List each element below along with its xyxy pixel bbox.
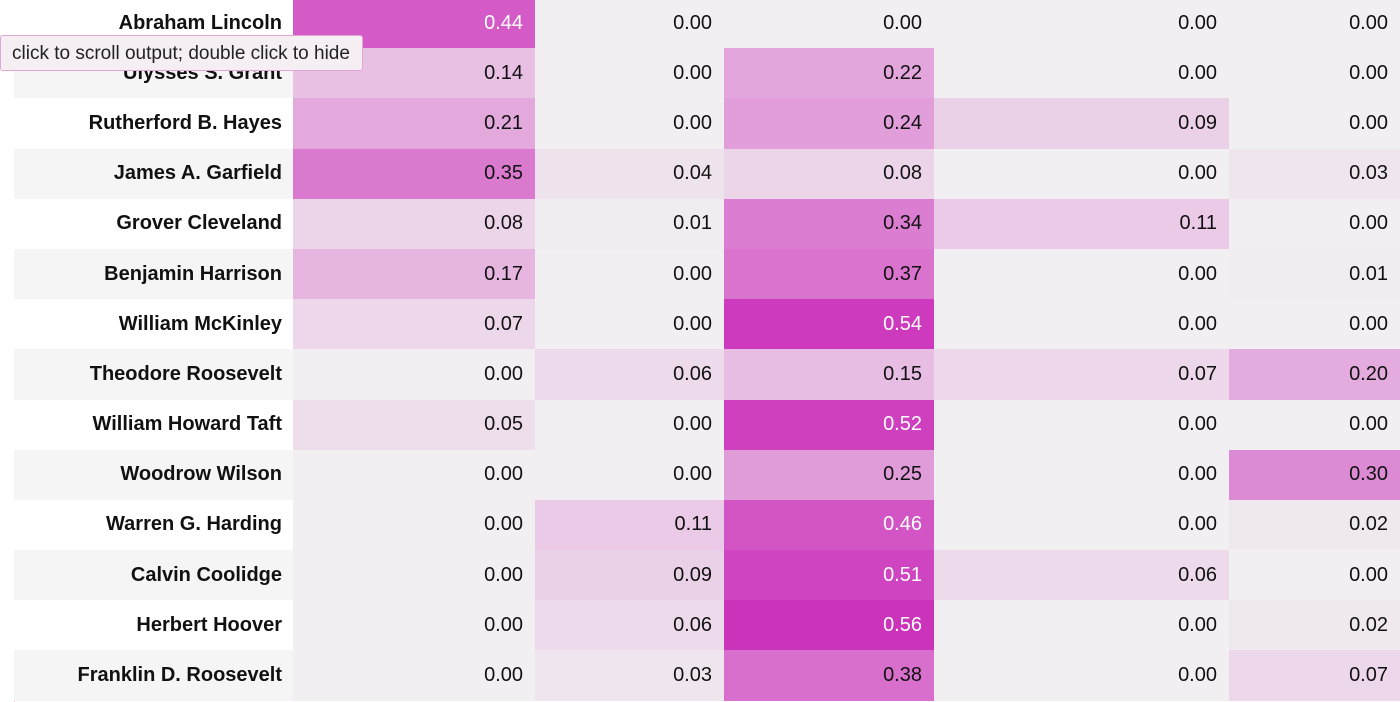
heatmap-cell: 0.09 xyxy=(934,98,1229,149)
heatmap-cell: 0.00 xyxy=(1229,299,1400,350)
heatmap-cell: 0.00 xyxy=(293,499,535,551)
heatmap-cell: 0.01 xyxy=(535,198,724,249)
heatmap-cell: 0.56 xyxy=(724,600,934,651)
dataframe-body: Abraham Lincoln 0.44 0.00 0.00 0.00 0.00 Ulyss… xyxy=(14,0,1400,701)
row-label: Herbert Hoover xyxy=(14,600,293,651)
heatmap-cell: 0.07 xyxy=(293,299,535,350)
row-label: Rutherford B. Hayes xyxy=(14,98,293,149)
heatmap-cell: 0.00 xyxy=(293,449,535,500)
heatmap-cell: 0.17 xyxy=(293,248,535,300)
row-label: Benjamin Harrison xyxy=(14,248,293,300)
heatmap-cell: 0.00 xyxy=(934,0,1229,49)
heatmap-cell: 0.00 xyxy=(934,650,1229,701)
output-prompt-bar[interactable] xyxy=(0,0,15,702)
heatmap-cell: 0.00 xyxy=(535,449,724,500)
heatmap-cell: 0.00 xyxy=(1229,0,1400,49)
heatmap-cell: 0.00 xyxy=(535,48,724,99)
heatmap-cell: 0.00 xyxy=(934,499,1229,551)
table-row: Grover Cleveland 0.08 0.01 0.34 0.11 0.00 xyxy=(14,198,1400,249)
table-row: Woodrow Wilson 0.00 0.00 0.25 0.00 0.30 xyxy=(14,449,1400,500)
heatmap-cell: 0.00 xyxy=(535,399,724,450)
dataframe-table: Abraham Lincoln 0.44 0.00 0.00 0.00 0.00 Ulyss… xyxy=(14,0,1400,701)
heatmap-cell: 0.00 xyxy=(535,98,724,149)
heatmap-cell: 0.06 xyxy=(934,550,1229,601)
table-row: William Howard Taft 0.05 0.00 0.52 0.00 0.00 xyxy=(14,399,1400,450)
row-label: Franklin D. Roosevelt xyxy=(14,650,293,701)
heatmap-cell: 0.07 xyxy=(1229,650,1400,701)
heatmap-cell: 0.11 xyxy=(934,198,1229,249)
table-row: Benjamin Harrison 0.17 0.00 0.37 0.00 0.01 xyxy=(14,248,1400,300)
heatmap-cell: 0.09 xyxy=(535,550,724,601)
heatmap-cell: 0.00 xyxy=(934,48,1229,99)
row-label: William McKinley xyxy=(14,299,293,350)
heatmap-cell: 0.04 xyxy=(535,148,724,199)
heatmap-cell: 0.00 xyxy=(934,148,1229,199)
heatmap-cell: 0.02 xyxy=(1229,499,1400,551)
table-row: Warren G. Harding 0.00 0.11 0.46 0.00 0.02 xyxy=(14,499,1400,551)
heatmap-cell: 0.00 xyxy=(535,248,724,300)
table-row: James A. Garfield 0.35 0.04 0.08 0.00 0.03 xyxy=(14,148,1400,199)
heatmap-cell: 0.54 xyxy=(724,299,934,350)
heatmap-cell: 0.05 xyxy=(293,399,535,450)
table-row: Franklin D. Roosevelt 0.00 0.03 0.38 0.00 0.0… xyxy=(14,650,1400,701)
scroll-output-tooltip: click to scroll output; double click to … xyxy=(0,35,363,71)
heatmap-cell: 0.00 xyxy=(1229,399,1400,450)
heatmap-cell: 0.00 xyxy=(934,600,1229,651)
heatmap-cell: 0.25 xyxy=(724,449,934,500)
heatmap-cell: 0.00 xyxy=(1229,198,1400,249)
heatmap-cell: 0.38 xyxy=(724,650,934,701)
row-label: William Howard Taft xyxy=(14,399,293,450)
heatmap-cell: 0.35 xyxy=(293,148,535,199)
table-row: Herbert Hoover 0.00 0.06 0.56 0.00 0.02 xyxy=(14,600,1400,651)
heatmap-cell: 0.52 xyxy=(724,399,934,450)
heatmap-cell: 0.20 xyxy=(1229,349,1400,400)
heatmap-cell: 0.00 xyxy=(934,399,1229,450)
heatmap-cell: 0.00 xyxy=(535,299,724,350)
heatmap-cell: 0.00 xyxy=(724,0,934,49)
heatmap-cell: 0.34 xyxy=(724,198,934,249)
heatmap-cell: 0.24 xyxy=(724,98,934,149)
heatmap-cell: 0.21 xyxy=(293,98,535,149)
table-row: Rutherford B. Hayes 0.21 0.00 0.24 0.09 0.00 xyxy=(14,98,1400,149)
heatmap-cell: 0.37 xyxy=(724,248,934,300)
heatmap-cell: 0.00 xyxy=(293,650,535,701)
heatmap-cell: 0.51 xyxy=(724,550,934,601)
heatmap-cell: 0.00 xyxy=(1229,550,1400,601)
row-label: Calvin Coolidge xyxy=(14,550,293,601)
heatmap-cell: 0.00 xyxy=(535,0,724,49)
heatmap-cell: 0.07 xyxy=(934,349,1229,400)
heatmap-cell: 0.15 xyxy=(724,349,934,400)
heatmap-cell: 0.30 xyxy=(1229,449,1400,500)
heatmap-cell: 0.00 xyxy=(934,299,1229,350)
heatmap-cell: 0.00 xyxy=(934,449,1229,500)
table-row: Calvin Coolidge 0.00 0.09 0.51 0.06 0.00 xyxy=(14,550,1400,601)
heatmap-cell: 0.00 xyxy=(293,600,535,651)
table-row: William McKinley 0.07 0.00 0.54 0.00 0.00 xyxy=(14,299,1400,350)
heatmap-cell: 0.02 xyxy=(1229,600,1400,651)
heatmap-cell: 0.00 xyxy=(1229,98,1400,149)
heatmap-cell: 0.00 xyxy=(293,550,535,601)
heatmap-cell: 0.00 xyxy=(1229,48,1400,99)
heatmap-cell: 0.00 xyxy=(934,248,1229,300)
row-label: Woodrow Wilson xyxy=(14,449,293,500)
heatmap-cell: 0.06 xyxy=(535,349,724,400)
heatmap-cell: 0.22 xyxy=(724,48,934,99)
heatmap-cell: 0.03 xyxy=(535,650,724,701)
row-label: Warren G. Harding xyxy=(14,499,293,551)
heatmap-cell: 0.08 xyxy=(724,148,934,199)
heatmap-cell: 0.01 xyxy=(1229,248,1400,300)
heatmap-cell: 0.06 xyxy=(535,600,724,651)
row-label: Grover Cleveland xyxy=(14,198,293,249)
heatmap-cell: 0.03 xyxy=(1229,148,1400,199)
row-label: Theodore Roosevelt xyxy=(14,349,293,400)
table-row: Theodore Roosevelt 0.00 0.06 0.15 0.07 0.20 xyxy=(14,349,1400,400)
heatmap-cell: 0.08 xyxy=(293,198,535,249)
heatmap-cell: 0.46 xyxy=(724,499,934,551)
heatmap-cell: 0.00 xyxy=(293,349,535,400)
heatmap-cell: 0.11 xyxy=(535,499,724,551)
row-label: James A. Garfield xyxy=(14,148,293,199)
